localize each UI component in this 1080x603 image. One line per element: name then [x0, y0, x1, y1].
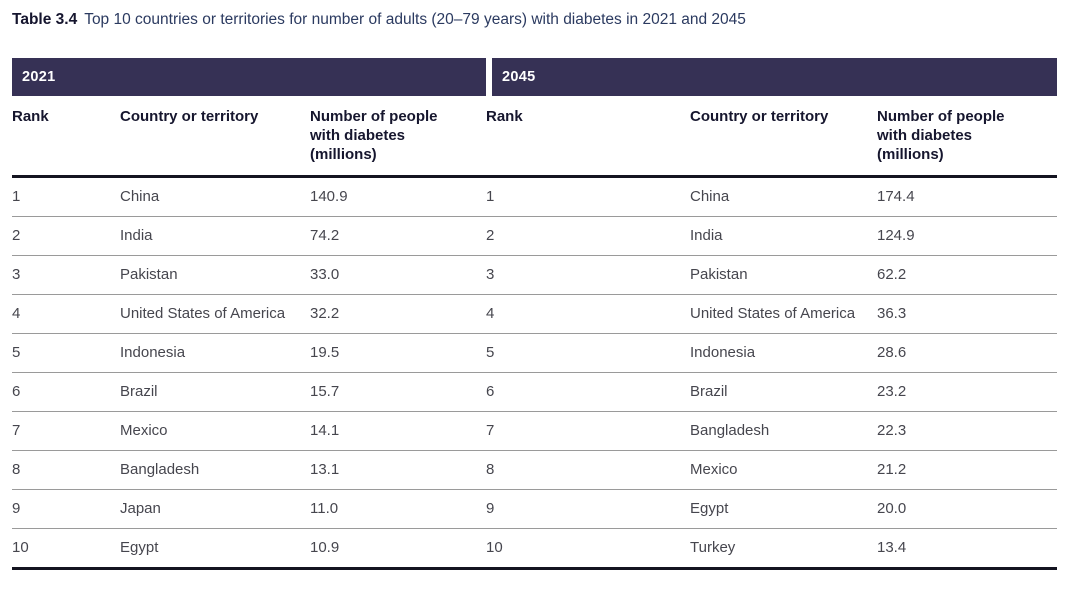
- country-cell: Mexico: [690, 450, 877, 490]
- table-row: 1 China 140.9 1 China 174.4: [12, 176, 1057, 217]
- country-cell: Egypt: [690, 489, 877, 529]
- rank-cell: 9: [486, 489, 690, 529]
- country-cell: Turkey: [690, 528, 877, 570]
- country-cell: China: [690, 176, 877, 217]
- value-cell: 10.9: [310, 528, 486, 570]
- rank-cell: 10: [12, 528, 120, 570]
- value-cell: 23.2: [877, 372, 1057, 412]
- table-row: 6 Brazil 15.7 6 Brazil 23.2: [12, 372, 1057, 412]
- value-cell: 21.2: [877, 450, 1057, 490]
- value-cell: 14.1: [310, 411, 486, 451]
- rank-cell: 4: [486, 294, 690, 334]
- col-header-rank-2045: Rank: [486, 96, 690, 178]
- year-band-divider: [486, 58, 492, 96]
- diabetes-table: 2021 2045 Rank Country or territory Numb…: [12, 58, 1057, 570]
- value-cell: 140.9: [310, 176, 486, 217]
- country-cell: Japan: [120, 489, 310, 529]
- country-cell: Mexico: [120, 411, 310, 451]
- value-cell: 74.2: [310, 216, 486, 256]
- country-cell: Brazil: [120, 372, 310, 412]
- table-row: 7 Mexico 14.1 7 Bangladesh 22.3: [12, 411, 1057, 451]
- col-header-country-2021: Country or territory: [120, 96, 310, 178]
- value-cell: 20.0: [877, 489, 1057, 529]
- col-header-number-2021: Number of people with diabetes (millions…: [310, 96, 486, 178]
- column-header-row: Rank Country or territory Number of peop…: [12, 96, 1057, 178]
- country-cell: Pakistan: [690, 255, 877, 295]
- value-cell: 19.5: [310, 333, 486, 373]
- country-cell: India: [690, 216, 877, 256]
- rank-cell: 2: [486, 216, 690, 256]
- value-cell: 11.0: [310, 489, 486, 529]
- rank-cell: 1: [486, 176, 690, 217]
- country-cell: United States of America: [690, 294, 877, 334]
- value-cell: 36.3: [877, 294, 1057, 334]
- year-band-2021: 2021: [12, 58, 486, 96]
- year-band-2045: 2045: [492, 58, 1057, 96]
- rank-cell: 5: [12, 333, 120, 373]
- table-row: 2 India 74.2 2 India 124.9: [12, 216, 1057, 256]
- rank-cell: 7: [486, 411, 690, 451]
- year-band-row: 2021 2045: [12, 58, 1057, 96]
- country-cell: India: [120, 216, 310, 256]
- country-cell: Indonesia: [120, 333, 310, 373]
- value-cell: 28.6: [877, 333, 1057, 373]
- value-cell: 13.4: [877, 528, 1057, 570]
- value-cell: 13.1: [310, 450, 486, 490]
- value-cell: 174.4: [877, 176, 1057, 217]
- countries-data-table: Rank Country or territory Number of peop…: [12, 96, 1057, 570]
- table-title-text: Top 10 countries or territories for numb…: [84, 11, 746, 28]
- country-cell: Bangladesh: [690, 411, 877, 451]
- table-row: 3 Pakistan 33.0 3 Pakistan 62.2: [12, 255, 1057, 295]
- country-cell: Brazil: [690, 372, 877, 412]
- rank-cell: 6: [486, 372, 690, 412]
- rank-cell: 6: [12, 372, 120, 412]
- col-header-country-2045: Country or territory: [690, 96, 877, 178]
- rank-cell: 4: [12, 294, 120, 334]
- rank-cell: 9: [12, 489, 120, 529]
- country-cell: Pakistan: [120, 255, 310, 295]
- rank-cell: 10: [486, 528, 690, 570]
- table-row: 4 United States of America 32.2 4 United…: [12, 294, 1057, 334]
- rank-cell: 2: [12, 216, 120, 256]
- rank-cell: 8: [12, 450, 120, 490]
- table-row: 8 Bangladesh 13.1 8 Mexico 21.2: [12, 450, 1057, 490]
- col-header-number-2045: Number of people with diabetes (millions…: [877, 96, 1057, 178]
- value-cell: 124.9: [877, 216, 1057, 256]
- value-cell: 33.0: [310, 255, 486, 295]
- value-cell: 62.2: [877, 255, 1057, 295]
- table-title: Table 3.4 Top 10 countries or territories…: [12, 10, 1062, 30]
- rank-cell: 7: [12, 411, 120, 451]
- country-cell: Indonesia: [690, 333, 877, 373]
- rank-cell: 5: [486, 333, 690, 373]
- rank-cell: 1: [12, 176, 120, 217]
- table-row: 5 Indonesia 19.5 5 Indonesia 28.6: [12, 333, 1057, 373]
- table-number-label: Table 3.4: [12, 11, 78, 28]
- country-cell: Bangladesh: [120, 450, 310, 490]
- table-row: 10 Egypt 10.9 10 Turkey 13.4: [12, 528, 1057, 570]
- rank-cell: 3: [12, 255, 120, 295]
- rank-cell: 3: [486, 255, 690, 295]
- year-label-2045: 2045: [502, 69, 536, 85]
- country-cell: China: [120, 176, 310, 217]
- country-cell: Egypt: [120, 528, 310, 570]
- year-label-2021: 2021: [22, 69, 56, 85]
- value-cell: 32.2: [310, 294, 486, 334]
- rank-cell: 8: [486, 450, 690, 490]
- table-row: 9 Japan 11.0 9 Egypt 20.0: [12, 489, 1057, 529]
- col-header-rank-2021: Rank: [12, 96, 120, 178]
- value-cell: 15.7: [310, 372, 486, 412]
- country-cell: United States of America: [120, 294, 310, 334]
- value-cell: 22.3: [877, 411, 1057, 451]
